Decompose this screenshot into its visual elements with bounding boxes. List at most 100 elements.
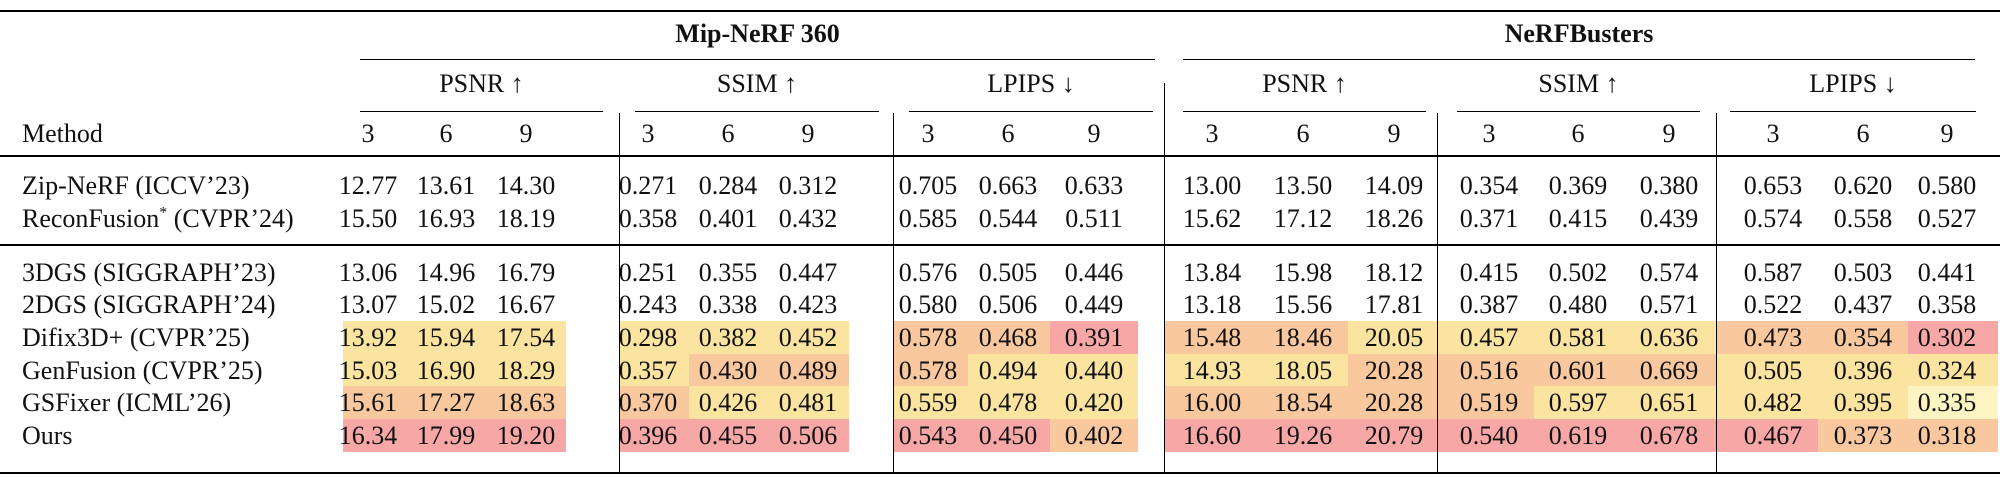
view-count-header: 3: [1766, 119, 1780, 148]
metric-value-cell: 0.371: [1459, 204, 1519, 233]
metric-value-cell: 0.243: [618, 290, 678, 319]
metric-value-cell: 0.449: [1064, 290, 1124, 319]
method-name-text: ReconFusion: [22, 204, 160, 233]
metric-value-cell: 0.663: [978, 171, 1038, 200]
metric-value-cell: 0.705: [898, 171, 958, 200]
metric-value-cell: 0.420: [1064, 388, 1124, 417]
rank-highlight-cell: [1623, 354, 1716, 387]
rank-highlight-cell: [689, 386, 769, 419]
view-count-header: 6: [1001, 119, 1015, 148]
metric-value-cell: 0.391: [1064, 323, 1124, 352]
metric-value-cell: 0.473: [1743, 323, 1803, 352]
metric-value-cell: 0.302: [1917, 323, 1977, 352]
metric-value-cell: 0.447: [778, 258, 838, 287]
metric-value-cell: 0.481: [778, 388, 838, 417]
metric-value-cell: 13.50: [1273, 171, 1333, 200]
metric-value-cell: 17.81: [1364, 290, 1424, 319]
method-name: GenFusion (CVPR’25): [22, 355, 263, 387]
metric-value-cell: 0.651: [1639, 388, 1699, 417]
metric-value-cell: 0.440: [1064, 356, 1124, 385]
metric-value-cell: 14.30: [496, 171, 556, 200]
rank-highlight-cell: [486, 321, 566, 354]
metric-value-cell: 0.505: [1743, 356, 1803, 385]
metric-value-cell: 0.502: [1548, 258, 1608, 287]
top-rule: [0, 10, 2000, 12]
metric-value-cell: 18.26: [1364, 204, 1424, 233]
view-count-header: 9: [1087, 119, 1101, 148]
metric-value-cell: 0.544: [978, 204, 1038, 233]
rank-highlight-cell: [769, 354, 849, 387]
metric-value-cell: 15.50: [338, 204, 398, 233]
dataset-header-mipnerf: Mip-NeRF 360: [675, 19, 840, 48]
method-name-text: 3DGS (SIGGRAPH’23): [22, 258, 276, 287]
view-count-header: 6: [1856, 119, 1870, 148]
metric-value-cell: 0.382: [698, 323, 758, 352]
view-count-header: 6: [721, 119, 735, 148]
metric-header: LPIPS ↓: [1809, 69, 1897, 98]
metric-value-cell: 0.585: [898, 204, 958, 233]
metric-value-cell: 0.619: [1548, 421, 1608, 450]
view-count-header: 6: [1296, 119, 1310, 148]
rank-highlight-cell: [486, 354, 566, 387]
rank-highlight-cell: [1534, 419, 1623, 452]
rank-highlight-cell: [1534, 354, 1623, 387]
rank-highlight-cell: [1348, 354, 1440, 387]
metric-value-cell: 0.558: [1833, 204, 1893, 233]
metric-value-cell: 0.298: [618, 323, 678, 352]
metric-value-cell: 0.318: [1917, 421, 1977, 450]
rank-highlight-cell: [1818, 354, 1908, 387]
metric-value-cell: 0.506: [978, 290, 1038, 319]
rank-highlight-cell: [1818, 386, 1908, 419]
metric-value-cell: 0.455: [698, 421, 758, 450]
metric-value-cell: 18.63: [496, 388, 556, 417]
rank-highlight-cell: [1908, 354, 1998, 387]
view-count-header: 9: [1662, 119, 1676, 148]
rank-highlight-cell: [1348, 321, 1440, 354]
rank-highlight-cell: [1050, 386, 1138, 419]
rank-highlight-cell: [1050, 354, 1138, 387]
view-count-header: 3: [641, 119, 655, 148]
rank-highlight-cell: [1908, 386, 1998, 419]
metric-value-cell: 0.503: [1833, 258, 1893, 287]
metric-separator: [619, 113, 621, 472]
view-count-header: 6: [439, 119, 453, 148]
metric-value-cell: 0.415: [1548, 204, 1608, 233]
metric-value-cell: 14.09: [1364, 171, 1424, 200]
metric-value-cell: 0.478: [978, 388, 1038, 417]
metric-value-cell: 15.94: [416, 323, 476, 352]
metric-value-cell: 13.06: [338, 258, 398, 287]
metric-value-cell: 13.18: [1182, 290, 1242, 319]
metric-value-cell: 20.28: [1364, 356, 1424, 385]
method-name: GSFixer (ICML’26): [22, 387, 231, 419]
metric-rule: [635, 111, 879, 113]
metric-value-cell: 0.452: [778, 323, 838, 352]
method-name: Difix3D+ (CVPR’25): [22, 322, 250, 354]
metric-value-cell: 0.633: [1064, 171, 1124, 200]
rank-highlight-cell: [769, 321, 849, 354]
metric-value-cell: 0.355: [698, 258, 758, 287]
metric-value-cell: 16.67: [496, 290, 556, 319]
metric-rule: [360, 111, 603, 113]
metric-value-cell: 0.396: [618, 421, 678, 450]
metric-separator: [1437, 113, 1439, 472]
metric-value-cell: 18.19: [496, 204, 556, 233]
metric-value-cell: 0.358: [1917, 290, 1977, 319]
metric-value-cell: 0.415: [1459, 258, 1519, 287]
method-name-text: 2DGS (SIGGRAPH’24): [22, 290, 276, 319]
metric-rule: [1457, 111, 1700, 113]
rank-highlight-cell: [968, 321, 1050, 354]
rank-highlight-cell: [1164, 386, 1258, 419]
method-name: 3DGS (SIGGRAPH’23): [22, 257, 276, 289]
rank-highlight-cell: [343, 321, 406, 354]
metric-value-cell: 12.77: [338, 171, 398, 200]
metric-value-cell: 0.446: [1064, 258, 1124, 287]
metric-value-cell: 0.468: [978, 323, 1038, 352]
rank-highlight-cell: [406, 419, 486, 452]
rank-highlight-cell: [1258, 321, 1348, 354]
group-rule: [0, 244, 2000, 246]
metric-value-cell: 14.96: [416, 258, 476, 287]
metric-separator: [1716, 113, 1718, 472]
metric-value-cell: 0.543: [898, 421, 958, 450]
metric-value-cell: 0.312: [778, 171, 838, 200]
metric-value-cell: 20.28: [1364, 388, 1424, 417]
